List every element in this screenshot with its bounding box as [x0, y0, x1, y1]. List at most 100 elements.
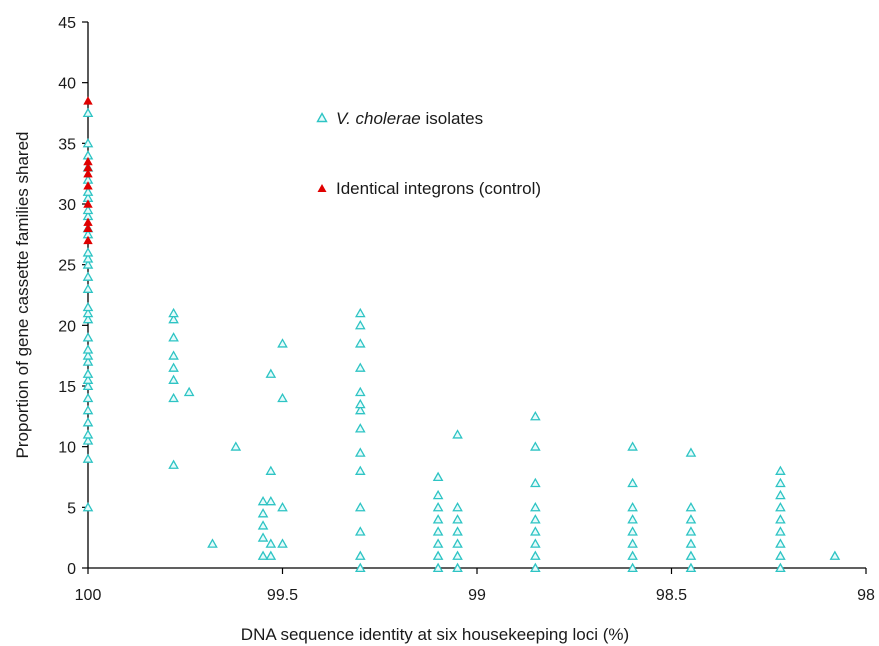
isolate-point	[82, 350, 94, 360]
isolate-point	[685, 550, 697, 560]
isolate-point	[82, 368, 94, 378]
isolate-point	[82, 380, 94, 391]
y-tick-label: 5	[67, 500, 76, 517]
isolate-point	[627, 562, 638, 573]
isolate-point	[452, 538, 463, 548]
isolate-point	[82, 417, 94, 427]
isolate-point	[82, 283, 94, 293]
isolate-point	[627, 514, 638, 524]
isolate-point	[168, 307, 179, 318]
isolate-point	[354, 398, 366, 409]
control-point	[83, 162, 93, 172]
isolate-point	[627, 477, 638, 488]
isolate-point	[82, 107, 94, 118]
isolate-point	[685, 502, 697, 512]
isolate-point	[257, 550, 269, 560]
data-points	[82, 96, 841, 573]
isolate-point	[627, 550, 638, 560]
isolate-point	[432, 502, 444, 512]
y-tick-label: 20	[58, 318, 76, 335]
isolate-point	[82, 435, 94, 445]
isolate-point	[530, 538, 541, 548]
isolate-point	[530, 477, 541, 488]
isolate-point	[627, 502, 638, 512]
isolate-point	[82, 253, 94, 263]
isolate-point	[354, 320, 366, 330]
isolate-point	[183, 386, 195, 397]
legend-marker-filled-triangle	[317, 184, 327, 192]
control-point	[83, 169, 93, 178]
y-axis-ticks: 0 5 10 15 20 25 30 35 40 45	[58, 15, 88, 578]
isolate-point	[432, 550, 444, 560]
control-point	[83, 223, 93, 232]
isolate-point	[627, 526, 638, 536]
legend-marker-open-triangle	[316, 112, 328, 123]
isolate-point	[168, 362, 179, 372]
isolate-point	[82, 502, 94, 512]
isolate-point	[354, 465, 366, 475]
y-tick-label: 45	[58, 15, 76, 32]
control-point	[83, 96, 93, 105]
isolate-point	[354, 502, 366, 512]
isolate-point	[82, 404, 94, 415]
isolate-point	[354, 338, 366, 348]
legend-label-control: Identical integrons (control)	[336, 179, 541, 198]
isolate-point	[354, 362, 366, 372]
isolate-point	[432, 562, 444, 573]
isolate-point	[452, 550, 463, 560]
isolate-point	[265, 550, 277, 560]
isolate-point	[82, 453, 94, 463]
control-point	[83, 199, 93, 208]
x-axis-title: DNA sequence identity at six housekeepin…	[241, 625, 629, 644]
isolate-point	[775, 502, 786, 512]
isolate-point	[775, 465, 786, 475]
isolate-point	[354, 526, 366, 536]
isolate-point	[530, 550, 541, 560]
legend-label-italic: V. cholerae	[336, 109, 421, 128]
isolate-point	[168, 459, 179, 469]
isolate-point	[432, 514, 444, 524]
isolate-point	[82, 356, 94, 366]
isolate-point	[82, 429, 94, 439]
isolate-point	[277, 502, 288, 512]
isolate-point	[354, 447, 366, 457]
isolate-point	[82, 301, 94, 312]
isolate-point	[82, 344, 94, 354]
isolate-point	[452, 514, 463, 524]
isolate-point	[685, 447, 697, 457]
isolate-point	[354, 404, 366, 415]
isolate-point	[685, 514, 697, 524]
isolate-point	[452, 429, 463, 439]
isolate-point	[277, 338, 288, 348]
isolate-point	[432, 471, 444, 482]
legend: V. cholerae isolates Identical integrons…	[316, 109, 541, 198]
isolate-point	[775, 550, 786, 560]
isolate-point	[257, 532, 269, 542]
x-tick-label: 99	[468, 587, 486, 604]
isolate-point	[168, 392, 179, 403]
isolate-point	[82, 374, 94, 384]
isolate-point	[685, 562, 697, 573]
isolate-point	[354, 562, 366, 573]
isolate-point	[354, 307, 366, 318]
isolate-point	[82, 313, 94, 324]
isolate-point	[452, 526, 463, 536]
isolate-point	[168, 374, 179, 384]
y-axis-title: Proportion of gene cassette families sha…	[13, 132, 32, 459]
isolate-point	[452, 502, 463, 512]
isolate-point	[265, 368, 277, 378]
legend-label-isolates: V. cholerae isolates	[336, 109, 483, 128]
isolate-point	[82, 392, 94, 403]
isolate-point	[82, 186, 94, 196]
isolate-point	[354, 550, 366, 560]
x-tick-label: 99.5	[267, 587, 298, 604]
isolate-point	[82, 271, 94, 281]
isolate-point	[265, 538, 277, 548]
isolate-point	[257, 508, 269, 518]
isolate-point	[530, 526, 541, 536]
isolate-point	[775, 562, 786, 573]
isolate-point	[685, 538, 697, 548]
isolate-point	[775, 526, 786, 536]
isolate-point	[530, 514, 541, 524]
control-point	[83, 235, 93, 245]
